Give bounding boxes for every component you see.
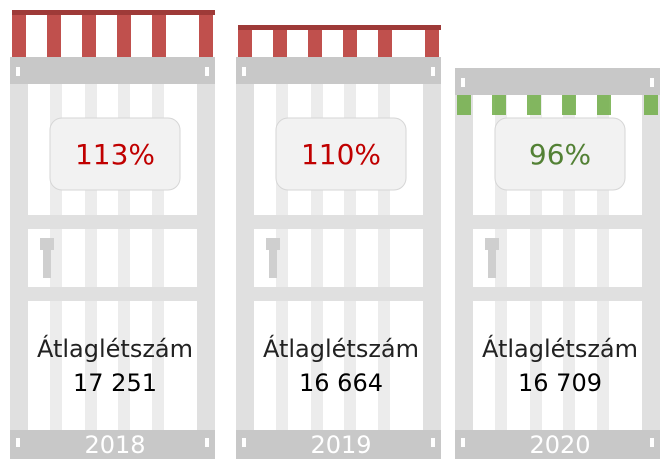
- level-bar: [527, 95, 541, 115]
- level-bar: [199, 10, 213, 57]
- cell-frame-top: [236, 57, 441, 84]
- lock: [43, 250, 51, 278]
- cell-post: [642, 95, 660, 430]
- level-cap: [12, 10, 215, 15]
- cell-crossbar: [236, 215, 441, 229]
- rivet: [650, 78, 654, 87]
- percent-label: 113%: [75, 138, 155, 171]
- cell-crossbar: [10, 287, 215, 301]
- cell-post: [236, 84, 254, 430]
- level-cap: [238, 25, 441, 30]
- cell-crossbar: [236, 287, 441, 301]
- rivet: [16, 438, 20, 447]
- rivet: [431, 438, 435, 447]
- lock: [488, 250, 496, 278]
- level-bar: [492, 95, 506, 115]
- rivet: [205, 438, 209, 447]
- cell-post: [455, 95, 473, 430]
- headcount-title: Átlaglétszám: [263, 334, 419, 363]
- lock: [485, 238, 499, 250]
- lock: [269, 250, 277, 278]
- rivet: [431, 67, 435, 76]
- rivet: [650, 438, 654, 447]
- cell-post: [423, 84, 441, 430]
- headcount-value: 16 709: [518, 369, 602, 397]
- year-label: 2018: [84, 431, 145, 459]
- rivet: [16, 67, 20, 76]
- level-bar: [562, 95, 576, 115]
- headcount-value: 16 664: [299, 369, 383, 397]
- level-bar: [117, 10, 131, 57]
- level-bar: [457, 95, 471, 115]
- cell-frame-top: [455, 68, 660, 95]
- headcount-title: Átlaglétszám: [37, 334, 193, 363]
- level-bar: [644, 95, 658, 115]
- year-label: 2020: [529, 431, 590, 459]
- level-bar: [597, 95, 611, 115]
- rivet: [242, 67, 246, 76]
- rivet: [205, 67, 209, 76]
- headcount-title: Átlaglétszám: [482, 334, 638, 363]
- level-bar: [152, 10, 166, 57]
- cell-frame-top: [10, 57, 215, 84]
- lock: [266, 238, 280, 250]
- lock: [40, 238, 54, 250]
- cell-crossbar: [455, 215, 660, 229]
- cell-post: [197, 84, 215, 430]
- cell-crossbar: [455, 287, 660, 301]
- infographic: 113% Átlaglétszám 17 251 2018 110% Átlaglétsz…: [0, 0, 660, 459]
- level-bar: [12, 10, 26, 57]
- level-bar: [82, 10, 96, 57]
- rivet: [461, 438, 465, 447]
- rivet: [242, 438, 246, 447]
- percent-label: 110%: [301, 138, 381, 171]
- level-bar: [47, 10, 61, 57]
- cell-post: [10, 84, 28, 430]
- percent-label: 96%: [529, 138, 591, 171]
- headcount-value: 17 251: [73, 369, 157, 397]
- cell-crossbar: [10, 215, 215, 229]
- rivet: [461, 78, 465, 87]
- year-label: 2019: [310, 431, 371, 459]
